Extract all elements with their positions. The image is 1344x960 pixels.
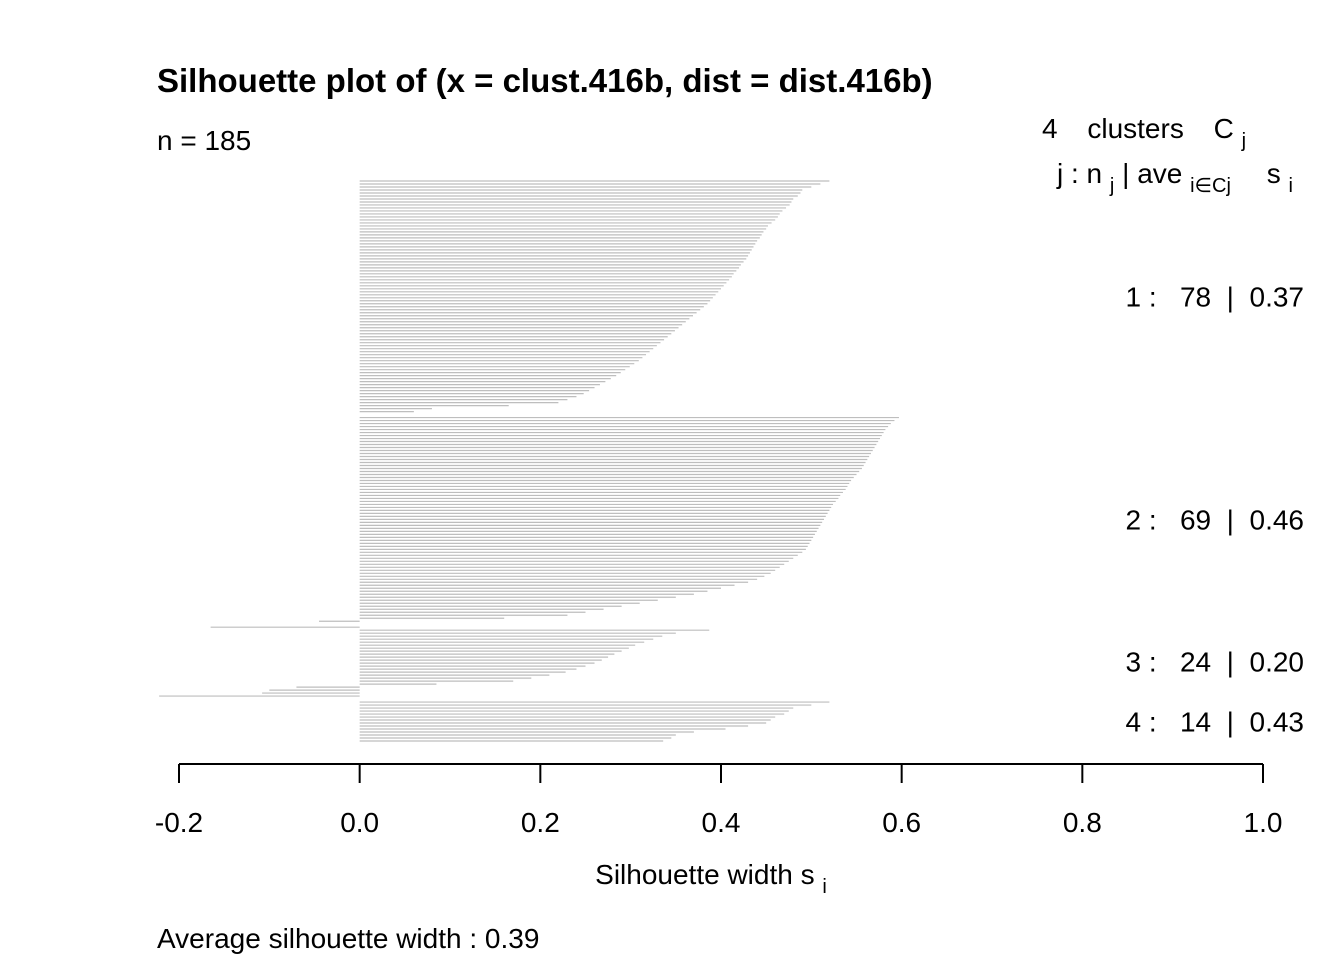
- chart-title: Silhouette plot of (x = clust.416b, dist…: [157, 62, 933, 99]
- x-axis-ticks: -0.2 0.0 0.2 0.4 0.6 0.8 1.0: [155, 764, 1283, 838]
- clusters-word: clusters: [1087, 113, 1183, 144]
- sample-size-label: n = 185: [157, 125, 251, 156]
- cluster-label-3: 3 : 24 | 0.20: [1126, 647, 1305, 678]
- x-tick-label: -0.2: [155, 807, 203, 838]
- column-header-prefix-sub: j: [1109, 175, 1114, 197]
- x-axis-label-sub: i: [822, 876, 826, 898]
- x-tick-label: 0.6: [882, 807, 921, 838]
- column-header-prefix: j : n: [1056, 158, 1102, 189]
- x-tick-label: 0.2: [521, 807, 560, 838]
- x-tick-label: 0.0: [340, 807, 379, 838]
- cluster-label-2: 2 : 69 | 0.46: [1126, 504, 1305, 535]
- cluster-label-1: 1 : 78 | 0.37: [1126, 281, 1305, 312]
- x-axis-label: Silhouette width s i: [595, 859, 827, 898]
- x-tick-label: 0.4: [702, 807, 741, 838]
- cj-symbol: C: [1214, 113, 1234, 144]
- column-header-suffix: s: [1267, 158, 1281, 189]
- x-tick-label: 0.8: [1063, 807, 1102, 838]
- column-header-middle: | ave: [1122, 158, 1182, 189]
- column-header: j : n j | ave i∈Cj s i: [1056, 158, 1293, 198]
- cluster-labels: 1 : 78 | 0.37 2 : 69 | 0.46 3 : 24 | 0.20 4…: [1126, 281, 1305, 737]
- x-axis-label-main: Silhouette width s: [595, 859, 814, 890]
- silhouette-bars: [159, 180, 899, 742]
- cluster-label-4: 4 : 14 | 0.43: [1126, 707, 1305, 738]
- column-header-middle-sub: i∈Cj: [1190, 175, 1231, 197]
- cluster-count: 4: [1042, 113, 1058, 144]
- cluster-count-header: 4 clusters C j: [1042, 113, 1246, 152]
- column-header-suffix-sub: i: [1288, 175, 1292, 197]
- average-silhouette-footer: Average silhouette width : 0.39: [157, 923, 539, 954]
- cj-subscript: j: [1241, 130, 1246, 152]
- x-tick-label: 1.0: [1244, 807, 1283, 838]
